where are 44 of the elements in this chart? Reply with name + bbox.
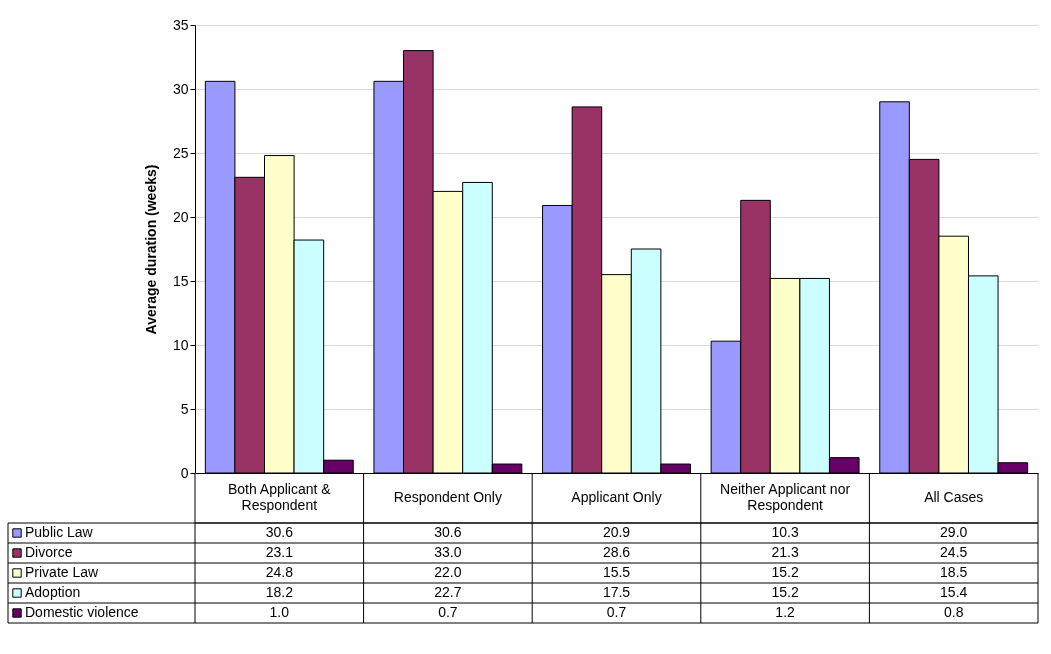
data-label: 1.2 (775, 604, 796, 620)
data-label: 18.2 (265, 584, 294, 600)
x-tick-label: Respondent Only (393, 489, 502, 505)
y-tick-label: 30 (172, 80, 189, 97)
legend-label: Domestic violence (25, 604, 139, 620)
y-tick-label: 5 (180, 400, 189, 417)
data-label: 10.3 (771, 524, 799, 540)
data-label: 15.4 (940, 584, 968, 600)
y-tick-label: 15 (172, 272, 189, 289)
legend-label: Adoption (25, 584, 81, 600)
x-tick-label: Both Applicant & Respondent (227, 481, 332, 513)
y-tick-label: 25 (172, 144, 189, 161)
y-tick-label: 0 (180, 464, 189, 481)
data-label: 17.5 (602, 584, 631, 600)
data-label: 18.5 (940, 564, 968, 580)
data-label: 0.8 (943, 604, 964, 620)
legend-label: Public Law (25, 524, 94, 540)
x-tick-label: Neither Applicant nor Respondent (720, 481, 851, 513)
data-label: 28.6 (602, 544, 631, 560)
data-label: 22.7 (434, 584, 462, 600)
data-label: 22.0 (434, 564, 462, 580)
data-label: 0.7 (438, 604, 458, 620)
y-tick-label: 20 (172, 208, 189, 225)
data-label: 30.6 (265, 524, 294, 540)
data-label: 30.6 (434, 524, 462, 540)
y-axis-title: Average duration (weeks) (142, 164, 159, 335)
data-label: 24.8 (265, 564, 294, 580)
x-tick-label: All Cases (924, 489, 984, 505)
legend-label: Private Law (25, 564, 100, 580)
data-label: 15.2 (771, 564, 799, 580)
data-label: 15.2 (771, 584, 799, 600)
data-label: 15.5 (602, 564, 631, 580)
data-label: 29.0 (940, 524, 968, 540)
data-label: 21.3 (771, 544, 799, 560)
data-label: 0.7 (606, 604, 627, 620)
y-tick-label: 35 (172, 16, 189, 33)
data-label: 1.0 (269, 604, 290, 620)
y-tick-label: 10 (172, 336, 189, 353)
data-label: 24.5 (940, 544, 968, 560)
data-label: 33.0 (434, 544, 462, 560)
x-tick-label: Applicant Only (571, 489, 662, 505)
legend-label: Divorce (25, 544, 73, 560)
data-label: 20.9 (602, 524, 631, 540)
data-label: 23.1 (265, 544, 294, 560)
